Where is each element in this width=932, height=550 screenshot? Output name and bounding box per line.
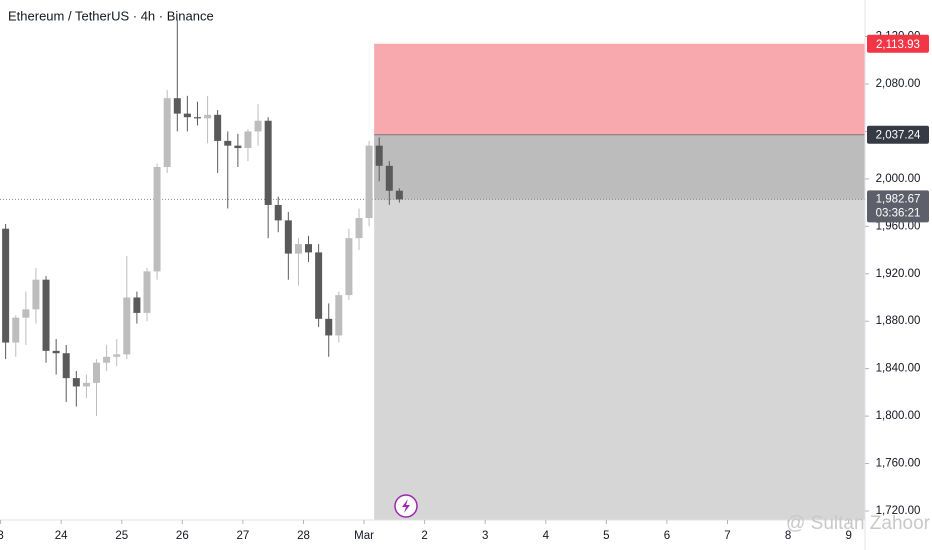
candle-body: [244, 131, 252, 149]
x-tick-label: 2: [421, 530, 427, 542]
candle-body: [123, 297, 131, 355]
candle-body: [143, 271, 151, 313]
plot-area: [0, 19, 865, 520]
candle-body: [82, 382, 90, 387]
x-tick-label: 4: [543, 530, 550, 542]
candle-body: [183, 113, 191, 118]
candle-body: [305, 244, 313, 253]
candle-body: [284, 220, 292, 254]
x-tick-label: 8: [785, 530, 791, 542]
entry-price-label: 2,037.24: [876, 130, 921, 142]
y-tick-label: 2,080.00: [876, 78, 921, 90]
candle-body: [325, 318, 333, 336]
x-tick-label: 28: [297, 530, 310, 542]
candle-body: [315, 252, 323, 319]
x-tick-label: Mar: [354, 530, 374, 542]
candle-body: [294, 244, 302, 254]
current-price-label: 1,982.67: [876, 193, 921, 205]
stop-zone: [374, 43, 865, 135]
y-tick-label: 1,960.00: [876, 220, 921, 232]
candle-body: [22, 309, 30, 318]
x-tick-label: 26: [176, 530, 189, 542]
stop-price-label: 2,113.93: [876, 39, 920, 51]
candle-body: [385, 165, 393, 191]
alert-icon[interactable]: [394, 494, 418, 518]
candle-body: [395, 190, 403, 200]
candle-body: [103, 356, 111, 363]
watermark: @ Sultan Zahoor: [786, 513, 931, 534]
candle-body: [52, 350, 60, 354]
candle-body: [62, 353, 70, 379]
open-pnl-zone: [374, 134, 865, 200]
candle-body: [133, 297, 141, 313]
candle-body: [365, 145, 373, 219]
countdown-label: 03:36:21: [876, 207, 921, 219]
candle-body: [32, 279, 40, 310]
candle-body: [355, 218, 363, 239]
y-tick-label: 1,840.00: [876, 363, 921, 375]
candle-body: [375, 145, 383, 166]
current-price-box: [867, 190, 929, 223]
candle-body: [113, 354, 121, 357]
x-tick-label: 3: [482, 530, 488, 542]
x-tick-label: 3: [0, 530, 4, 542]
candle-body: [72, 378, 80, 387]
candle-body: [345, 238, 353, 296]
entry-price-label-box: [867, 125, 929, 144]
candle-body: [92, 362, 100, 383]
price-labels: 2,113.93 2,037.24 1,982.67 03:36:21: [867, 34, 929, 223]
candle-body: [274, 204, 282, 221]
candle-body: [12, 317, 20, 343]
candle-body: [153, 167, 161, 272]
y-tick-label: 1,720.00: [876, 505, 921, 517]
candle-body: [264, 120, 272, 205]
x-tick-label: 27: [237, 530, 250, 542]
y-tick-label: 1,800.00: [876, 410, 921, 422]
chart-title: Ethereum / TetherUS · 4h · Binance: [8, 8, 214, 23]
y-tick-label: 2,000.00: [876, 173, 921, 185]
candle-body: [42, 279, 50, 351]
candle-body: [254, 120, 262, 132]
x-tick-label: 5: [603, 530, 609, 542]
candle-body: [335, 295, 343, 336]
candle-body: [193, 117, 201, 119]
y-tick-label: 1,920.00: [876, 268, 921, 280]
candle-body: [234, 145, 242, 149]
candle-body: [173, 98, 181, 114]
y-tick-label: 1,760.00: [876, 458, 921, 470]
candle-body: [224, 140, 232, 146]
candle-body: [214, 114, 222, 141]
y-tick-label: 1,880.00: [876, 315, 921, 327]
candle-body: [163, 98, 171, 168]
alert-icon-bolt[interactable]: [402, 499, 410, 513]
stop-price-label-box: [867, 34, 929, 53]
x-tick-label: 7: [724, 530, 730, 542]
x-tick-label: 25: [115, 530, 128, 542]
candle-body: [204, 114, 212, 119]
x-tick-label: 9: [845, 530, 851, 542]
x-tick-label: 24: [55, 530, 68, 542]
candle-body: [2, 228, 10, 343]
x-tick-label: 6: [664, 530, 670, 542]
